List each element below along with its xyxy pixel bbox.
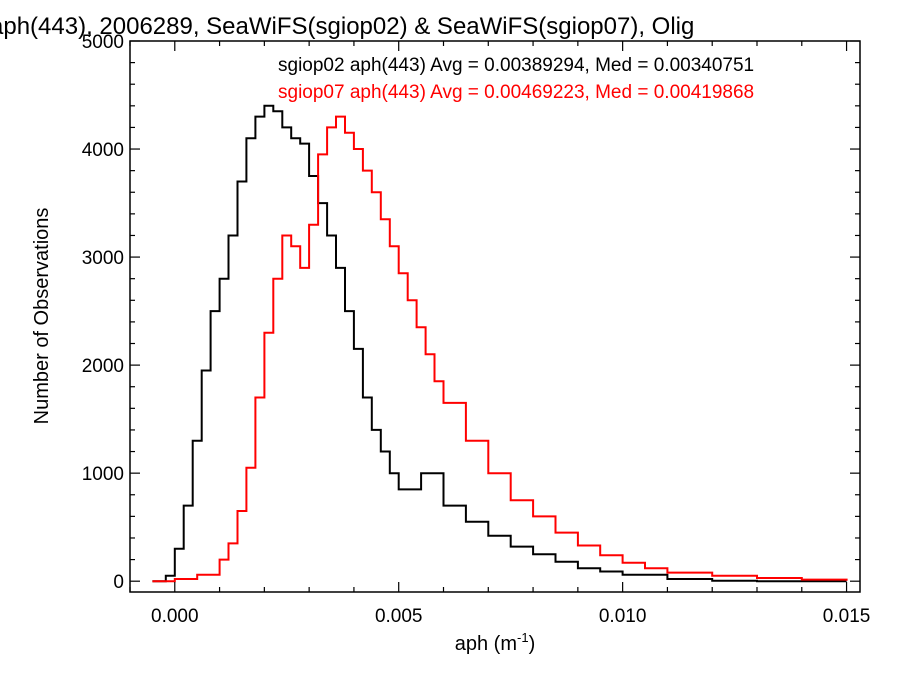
y-tick-label: 2000 [82,356,124,377]
x-tick-label: 0.000 [151,606,199,627]
x-tick-label: 0.005 [375,606,423,627]
y-axis-title: Number of Observations [31,208,53,425]
series-layer [152,104,848,583]
y-tick-label: 4000 [82,140,124,161]
y-tick-label: 0 [113,572,124,593]
chart-title: aph(443), 2006289, SeaWiFS(sgiop02) & Se… [0,13,694,40]
legend: sgiop02 aph(443) Avg = 0.00389294, Med =… [278,55,754,103]
x-axis-title-exponent: -1 [517,630,529,645]
y-tick-label: 1000 [82,464,124,485]
plot-frame [129,40,861,593]
legend-entry-sgiop02: sgiop02 aph(443) Avg = 0.00389294, Med =… [278,55,754,76]
x-axis: 0.000 0.005 0.010 0.015 [129,41,871,627]
y-tick-label: 3000 [82,248,124,269]
x-tick-label: 0.015 [823,606,871,627]
y-axis: 0 1000 2000 3000 4000 5000 [82,32,860,593]
series-line-sgiop02 [152,104,847,583]
legend-entry-sgiop07: sgiop07 aph(443) Avg = 0.00469223, Med =… [278,82,754,103]
series-line-sgiop07 [152,115,848,583]
x-axis-title-close: ) [529,633,536,655]
x-tick-label: 0.010 [599,606,647,627]
x-axis-title-main: aph (m [455,633,517,655]
y-tick-label: 5000 [82,32,124,53]
x-axis-title: aph (m-1) [455,630,535,655]
